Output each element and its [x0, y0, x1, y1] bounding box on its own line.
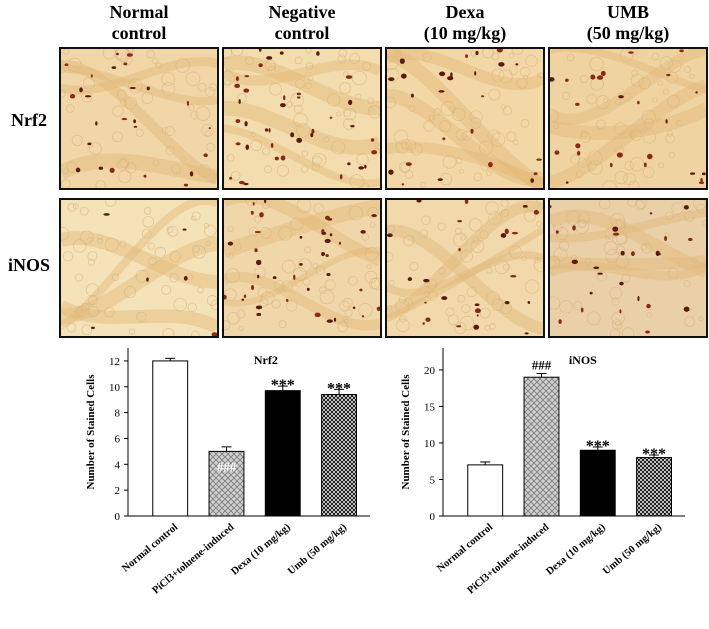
bar-1	[208, 450, 245, 517]
micrograph-inos-umb	[548, 198, 708, 338]
bar-2	[264, 390, 301, 517]
micrograph-inos-normal	[59, 198, 219, 338]
column-header-line2: control	[274, 23, 330, 43]
y-tick-label: 8	[115, 408, 121, 420]
y-tick-label: 2	[115, 485, 121, 497]
significance-label-2: ***	[586, 438, 610, 455]
column-header-umb: UMB (50 mg/kg)	[548, 2, 708, 44]
bar-0	[467, 464, 504, 517]
y-tick-label: 4	[115, 459, 121, 471]
bar-3	[636, 457, 672, 517]
column-header-line2: (10 mg/kg)	[423, 23, 507, 43]
column-header-line2: (50 mg/kg)	[586, 23, 670, 43]
column-header-line1: Normal	[109, 2, 169, 22]
y-tick-label: 12	[109, 356, 120, 368]
column-header-dexa: Dexa (10 mg/kg)	[385, 2, 545, 44]
y-axis-label: Number of Stained Cells	[400, 374, 412, 490]
category-label-3: Umb (50 mg/kg)	[286, 522, 349, 578]
row-label-nrf2: Nrf2	[11, 110, 47, 130]
micrograph-inos-dexa	[385, 198, 545, 338]
significance-label-1: ###	[532, 358, 552, 373]
column-header-line1: Dexa	[445, 2, 485, 22]
bar-0	[152, 360, 189, 517]
y-axis-label: Number of Stained Cells	[85, 374, 97, 490]
bar-2	[579, 449, 616, 517]
nrf2-bar-chart: 0 2 4 6 8 10 12 Number of Stained Cells Normal c…	[60, 340, 380, 624]
y-tick-label: 10	[109, 382, 121, 394]
inos-bar-chart: 0 5 10 15 20 Number of Stained Cells Normal co…	[375, 340, 695, 624]
category-label-0: Normal control	[435, 522, 495, 575]
row-label-inos: iNOS	[7, 255, 50, 275]
significance-label-1: ###	[217, 459, 237, 474]
micrograph-nrf2-dexa	[385, 47, 545, 190]
y-tick-label: 6	[115, 433, 121, 445]
category-label-3: Umb (50 mg/kg)	[601, 522, 664, 578]
y-tick-label: 0	[115, 511, 121, 523]
nrf2-chart-svg: 0 2 4 6 8 10 12 Number of Stained Cells Normal c…	[85, 348, 370, 596]
y-tick-label: 5	[430, 474, 436, 486]
significance-label-3: ***	[327, 380, 351, 397]
bar-3	[321, 394, 357, 517]
micrograph-nrf2-negative	[222, 47, 382, 190]
micrograph-nrf2-normal	[59, 47, 219, 190]
inos-chart-svg: 0 5 10 15 20 Number of Stained Cells Normal co…	[400, 348, 685, 596]
column-header-line1: Negative	[268, 2, 336, 22]
category-label-2: Dexa (10 mg/kg)	[544, 522, 608, 578]
y-tick-label: 0	[430, 511, 436, 523]
y-tick-label: 15	[424, 401, 436, 413]
significance-label-2: ***	[271, 377, 295, 394]
column-header-normal-control: Normal control	[59, 2, 219, 44]
y-tick-label: 10	[424, 438, 436, 450]
y-tick-label: 20	[424, 365, 436, 377]
chart-title: iNOS	[569, 353, 597, 367]
column-header-line2: control	[111, 23, 167, 43]
column-header-line1: UMB	[607, 2, 649, 22]
column-header-negative-control: Negative control	[222, 2, 382, 44]
bar-1	[523, 376, 560, 517]
chart-title: Nrf2	[254, 353, 278, 367]
micrograph-inos-negative	[222, 198, 382, 338]
category-label-2: Dexa (10 mg/kg)	[229, 522, 293, 578]
micrograph-nrf2-umb	[548, 47, 708, 190]
significance-label-3: ***	[642, 446, 666, 463]
category-label-0: Normal control	[120, 522, 180, 575]
